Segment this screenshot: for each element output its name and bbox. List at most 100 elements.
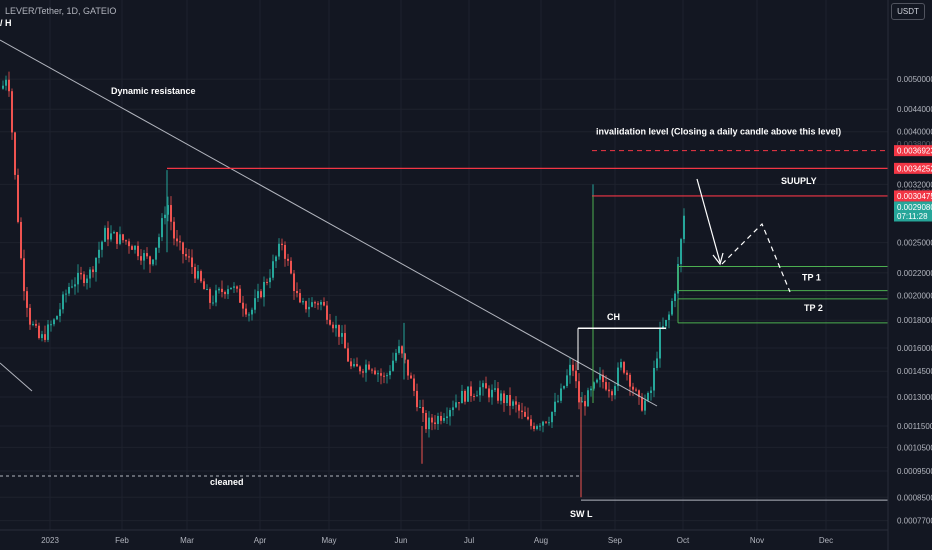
y-tick-label: 0.0007700 xyxy=(897,517,932,526)
candle-body xyxy=(590,389,592,391)
cleaned-label: cleaned xyxy=(210,477,244,487)
x-tick-label: Apr xyxy=(254,536,267,545)
candle-body xyxy=(317,303,319,304)
candle-body xyxy=(341,333,343,337)
ch-label: CH xyxy=(607,312,620,322)
candle-body xyxy=(362,371,364,372)
candle-body xyxy=(488,388,490,397)
candle-body xyxy=(452,407,454,410)
x-tick-label: Sep xyxy=(608,536,623,545)
candle-body xyxy=(407,360,409,376)
candle-body xyxy=(14,132,16,175)
x-tick-label: May xyxy=(321,536,336,545)
candle-body xyxy=(50,324,52,325)
candle-body xyxy=(185,254,187,256)
candle-body xyxy=(575,371,577,382)
price-badge-label: 0.0029080 xyxy=(897,203,932,212)
x-tick-label: Jul xyxy=(464,536,474,545)
candle-body xyxy=(569,365,571,376)
candle-body xyxy=(653,368,655,391)
candle-body xyxy=(368,365,370,370)
candle-body xyxy=(89,270,91,279)
candle-body xyxy=(605,382,607,390)
candle-body xyxy=(473,396,475,397)
candle-body xyxy=(296,291,298,293)
candle-body xyxy=(386,375,388,376)
x-tick-label: Aug xyxy=(534,536,548,545)
candle-body xyxy=(215,290,217,302)
candle-body xyxy=(356,364,358,366)
trend-line xyxy=(0,363,32,391)
candle-body xyxy=(251,310,253,315)
currency-button[interactable]: USDT xyxy=(891,3,925,20)
candle-body xyxy=(272,261,274,277)
candle-body xyxy=(281,244,283,245)
tp2-label: TP 2 xyxy=(804,303,823,313)
candle-body xyxy=(662,326,664,328)
candle-body xyxy=(137,246,139,256)
candle-body xyxy=(434,422,436,423)
candle-body xyxy=(674,294,676,302)
x-tick-label: Dec xyxy=(819,536,833,545)
candle-body xyxy=(278,244,280,257)
candle-body xyxy=(68,287,70,294)
candle-body xyxy=(353,364,355,366)
candle-body xyxy=(320,302,322,305)
tp1-label: TP 1 xyxy=(802,272,821,282)
candle-body xyxy=(83,274,85,283)
candle-body xyxy=(494,388,496,390)
candle-body xyxy=(608,390,610,392)
candle-body xyxy=(305,301,307,309)
candle-body xyxy=(143,253,145,260)
candle-body xyxy=(596,380,598,383)
candle-body xyxy=(254,298,256,310)
candle-body xyxy=(380,373,382,376)
candle-body xyxy=(425,413,427,429)
candle-body xyxy=(572,365,574,371)
y-tick-label: 0.0040000 xyxy=(897,128,932,137)
candle-body xyxy=(170,205,172,222)
candle-body xyxy=(77,273,79,284)
candle-body xyxy=(422,407,424,413)
candle-body xyxy=(629,375,631,387)
candle-body xyxy=(212,303,214,304)
candle-body xyxy=(116,232,118,244)
candle-body xyxy=(509,395,511,406)
x-tick-label: Jun xyxy=(395,536,408,545)
candle-body xyxy=(617,368,619,387)
candle-body xyxy=(347,348,349,361)
candle-body xyxy=(659,328,661,359)
y-tick-label: 0.0014500 xyxy=(897,367,932,376)
candle-body xyxy=(62,294,64,309)
candle-body xyxy=(428,418,430,430)
candle-body xyxy=(437,416,439,424)
candle-body xyxy=(98,250,100,258)
candle-body xyxy=(119,234,121,244)
candle-body xyxy=(311,302,313,307)
candle-body xyxy=(644,401,646,411)
candle-body xyxy=(650,391,652,393)
candle-body xyxy=(413,378,415,390)
candle-body xyxy=(47,324,49,340)
y-tick-label: 0.0010500 xyxy=(897,443,932,452)
candle-body xyxy=(260,291,262,297)
candle-body xyxy=(371,370,373,371)
candle-body xyxy=(158,237,160,248)
candle-body xyxy=(680,239,682,264)
candle-body xyxy=(497,388,499,401)
candle-body xyxy=(32,324,34,325)
candle-body xyxy=(233,286,235,287)
candle-body xyxy=(491,390,493,398)
candle-body xyxy=(389,371,391,375)
invalidation-label: invalidation level (Closing a daily cand… xyxy=(596,127,841,137)
candle-body xyxy=(11,91,13,132)
candle-body xyxy=(482,383,484,387)
candle-body xyxy=(173,222,175,239)
candle-body xyxy=(383,376,385,377)
candle-body xyxy=(431,418,433,423)
candle-body xyxy=(149,256,151,264)
candle-body xyxy=(221,289,223,292)
candle-body xyxy=(401,346,403,353)
candle-body xyxy=(506,395,508,403)
